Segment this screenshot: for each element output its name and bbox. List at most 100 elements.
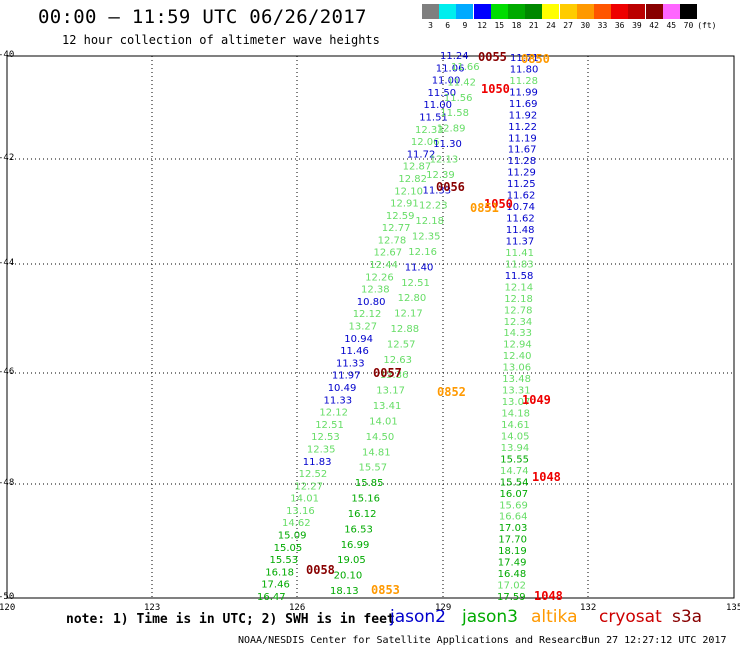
track-c-value: 14.33	[503, 328, 532, 339]
track-b-value: 16.53	[344, 524, 373, 535]
lat-tick-label: -46	[0, 367, 15, 377]
track-b-value: 15.16	[351, 494, 380, 505]
track-b-value: 11.42	[447, 77, 476, 88]
legend-label: 9	[462, 21, 468, 30]
track-b-value: 16.99	[341, 540, 370, 551]
track-a-value: 11.51	[419, 113, 448, 124]
track-b-value: 12.63	[383, 355, 412, 366]
track-c-value: 11.28	[508, 156, 537, 167]
track-c-value: 13.07	[502, 397, 531, 408]
legend-swatch	[422, 4, 439, 19]
track-a-value: 10.49	[328, 383, 357, 394]
track-a-value: 16.18	[265, 567, 294, 578]
track-c-value: 11.28	[509, 76, 538, 87]
track-c-value: 11.69	[509, 99, 538, 110]
track-a-value: 12.27	[294, 481, 323, 492]
legend-label: 18	[511, 21, 522, 30]
satellite-label-altika: altika	[531, 607, 578, 627]
pass-time-label: 0850	[521, 52, 550, 66]
legend-label: 24	[546, 21, 556, 30]
legend-swatch	[490, 4, 508, 19]
track-c-value: 16.07	[500, 489, 529, 500]
track-b-value: 16.12	[348, 509, 377, 520]
legend-swatch	[508, 4, 525, 19]
track-c-value: 14.61	[501, 420, 530, 431]
track-c-value: 11.41	[505, 248, 534, 259]
track-b-value: 12.39	[426, 170, 455, 181]
legend-label: (ft)	[697, 21, 717, 30]
pass-time-label: 0056	[436, 180, 465, 194]
legend-swatch	[542, 4, 560, 19]
track-b-value: 14.50	[366, 432, 395, 443]
track-c-value: 18.19	[498, 546, 527, 557]
track-c-value: 12.18	[504, 294, 533, 305]
track-a-value: 12.44	[369, 260, 398, 271]
track-b-value: 12.89	[437, 124, 466, 135]
track-a-value: 11.33	[324, 395, 353, 406]
legend-label: 21	[528, 21, 539, 30]
track-b-value: 15.57	[359, 463, 388, 474]
map-border	[6, 55, 735, 599]
pass-time-label: 1050	[484, 197, 513, 211]
pass-time-label: 1050	[481, 82, 510, 96]
track-a-value: 12.12	[353, 309, 382, 320]
track-a-value: 10.80	[357, 297, 386, 308]
track-a-value: 12.33	[415, 125, 444, 136]
track-b-value: 19.05	[337, 555, 366, 566]
pass-time-label: 0055	[478, 50, 507, 64]
track-c-value: 14.18	[501, 409, 530, 420]
track-b-value: 11.30	[433, 139, 462, 150]
lon-tick-label: 123	[144, 603, 161, 613]
track-c-value: 17.02	[497, 581, 526, 592]
legend-swatch	[456, 4, 474, 19]
track-c-value: 15.55	[500, 454, 529, 465]
track-a-value: 13.27	[349, 322, 378, 333]
track-c-value: 11.83	[505, 259, 534, 270]
track-c-value: 11.62	[506, 214, 535, 225]
track-b-value: 12.80	[398, 293, 427, 304]
track-b-value: 12.23	[419, 201, 448, 212]
lon-tick-label: 132	[580, 603, 597, 613]
track-b-value: 13.41	[373, 401, 402, 412]
track-a-value: 11.97	[332, 371, 361, 382]
legend-swatch	[559, 4, 577, 19]
track-b-value: 11.66	[451, 62, 480, 73]
track-c-value: 11.19	[508, 133, 537, 144]
track-c-value: 17.59	[497, 592, 526, 603]
track-b-value: 18.13	[330, 586, 359, 597]
track-a-value: 13.16	[286, 506, 315, 517]
lat-tick-label: -50	[0, 592, 15, 602]
track-c-value: 14.05	[501, 431, 530, 442]
track-a-value: 11.72	[407, 149, 436, 160]
track-a-value: 12.06	[411, 137, 440, 148]
legend-swatch	[680, 4, 697, 19]
track-c-value: 12.94	[503, 340, 532, 351]
legend-label: 12	[477, 21, 487, 30]
pass-time-label: 0852	[437, 385, 466, 399]
legend-label: 6	[445, 21, 451, 30]
track-c-value: 12.34	[504, 317, 533, 328]
track-c-value: 16.48	[498, 569, 527, 580]
track-c-value: 13.31	[502, 386, 531, 397]
track-a-value: 12.26	[365, 272, 394, 283]
track-a-value: 11.24	[440, 51, 469, 62]
track-c-value: 11.62	[507, 191, 536, 202]
legend-swatch	[628, 4, 646, 19]
track-c-value: 12.78	[504, 305, 533, 316]
track-c-value: 17.70	[498, 535, 527, 546]
legend-swatch	[645, 4, 663, 19]
track-a-value: 16.47	[257, 592, 286, 603]
track-c-value: 12.40	[503, 351, 532, 362]
track-c-value: 12.14	[505, 282, 534, 293]
track-a-value: 11.33	[336, 358, 365, 369]
track-b-value: 12.16	[408, 247, 437, 258]
track-a-value: 12.78	[378, 235, 407, 246]
track-b-value: 12.13	[430, 155, 459, 166]
track-a-value: 11.06	[436, 63, 465, 74]
page-title: 00:00 — 11:59 UTC 06/26/2017	[38, 6, 367, 28]
track-a-value: 15.09	[278, 531, 307, 542]
legend-label: 30	[580, 21, 591, 30]
legend-label: 33	[597, 21, 608, 30]
